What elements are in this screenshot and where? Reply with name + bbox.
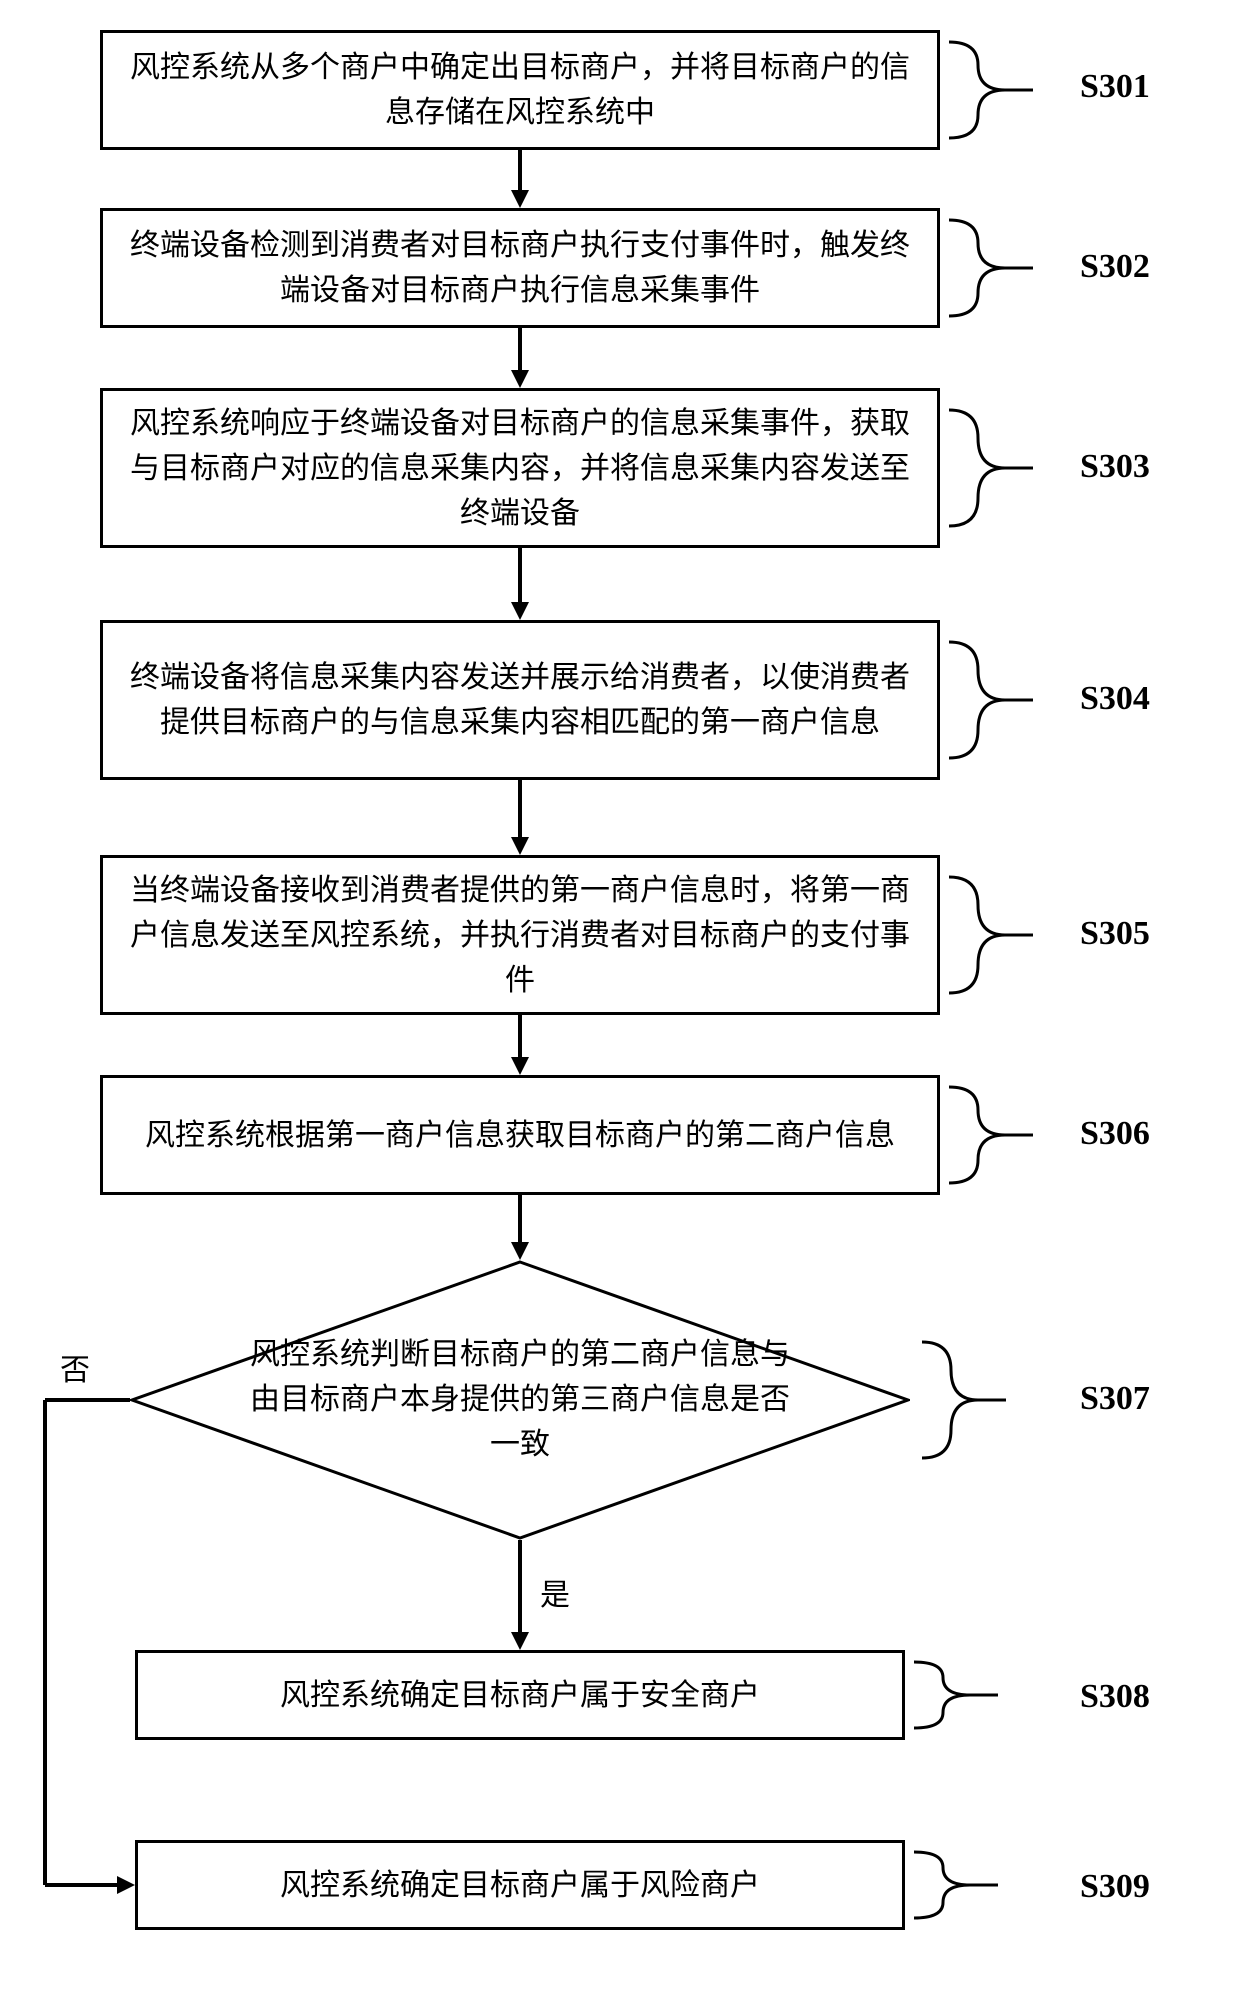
arrowhead-icon (511, 1242, 529, 1260)
step-label-s302: S302 (1080, 248, 1150, 286)
step-label-s306: S306 (1080, 1115, 1150, 1153)
flowchart-node-s301: 风控系统从多个商户中确定出目标商户，并将目标商户的信息存储在风控系统中 (100, 30, 940, 150)
flowchart-node-s306: 风控系统根据第一商户信息获取目标商户的第二商户信息 (100, 1075, 940, 1195)
step-label-s303: S303 (1080, 448, 1150, 486)
curly-brace-icon (945, 408, 1035, 528)
step-label-s309: S309 (1080, 1868, 1150, 1906)
arrowhead-icon (511, 1632, 529, 1650)
edge-line (518, 150, 522, 190)
curly-brace-icon (910, 1660, 1000, 1730)
curly-brace-icon (945, 640, 1035, 760)
edge-line (518, 1195, 522, 1242)
step-label-s305: S305 (1080, 915, 1150, 953)
node-text: 风控系统根据第一商户信息获取目标商户的第二商户信息 (145, 1113, 895, 1158)
edge-line (518, 780, 522, 837)
step-label-s304: S304 (1080, 680, 1150, 718)
node-text: 风控系统响应于终端设备对目标商户的信息采集事件，获取与目标商户对应的信息采集内容… (123, 401, 917, 536)
node-text: 风控系统确定目标商户属于风险商户 (280, 1863, 760, 1908)
curly-brace-icon (945, 875, 1035, 995)
edge-line (518, 1540, 522, 1632)
node-text: 终端设备检测到消费者对目标商户执行支付事件时，触发终端设备对目标商户执行信息采集… (123, 223, 917, 313)
flowchart-node-s302: 终端设备检测到消费者对目标商户执行支付事件时，触发终端设备对目标商户执行信息采集… (100, 208, 940, 328)
edge-line (43, 1400, 47, 1885)
node-text: 当终端设备接收到消费者提供的第一商户信息时，将第一商户信息发送至风控系统，并执行… (123, 868, 917, 1003)
flowchart-canvas: 风控系统从多个商户中确定出目标商户，并将目标商户的信息存储在风控系统中终端设备检… (0, 0, 1240, 1992)
branch-label-no: 否 (60, 1345, 90, 1389)
node-text: 终端设备将信息采集内容发送并展示给消费者，以使消费者提供目标商户的与信息采集内容… (123, 655, 917, 745)
edge-line (518, 1015, 522, 1057)
node-text: 风控系统确定目标商户属于安全商户 (280, 1673, 760, 1718)
arrowhead-icon (511, 1057, 529, 1075)
arrowhead-icon (117, 1876, 135, 1894)
flowchart-node-s308: 风控系统确定目标商户属于安全商户 (135, 1650, 905, 1740)
curly-brace-icon (918, 1340, 1008, 1460)
step-label-s301: S301 (1080, 68, 1150, 106)
node-text: 风控系统从多个商户中确定出目标商户，并将目标商户的信息存储在风控系统中 (123, 45, 917, 135)
arrowhead-icon (511, 190, 529, 208)
arrowhead-icon (511, 370, 529, 388)
flowchart-node-s305: 当终端设备接收到消费者提供的第一商户信息时，将第一商户信息发送至风控系统，并执行… (100, 855, 940, 1015)
curly-brace-icon (945, 40, 1035, 140)
edge-line (45, 1883, 117, 1887)
step-label-s308: S308 (1080, 1678, 1150, 1716)
flowchart-decision-s307: 风控系统判断目标商户的第二商户信息与由目标商户本身提供的第三商户信息是否一致 (130, 1260, 910, 1540)
flowchart-node-s303: 风控系统响应于终端设备对目标商户的信息采集事件，获取与目标商户对应的信息采集内容… (100, 388, 940, 548)
flowchart-node-s309: 风控系统确定目标商户属于风险商户 (135, 1840, 905, 1930)
curly-brace-icon (945, 1085, 1035, 1185)
branch-label-yes: 是 (540, 1570, 570, 1614)
edge-line (45, 1398, 130, 1402)
step-label-s307: S307 (1080, 1380, 1150, 1418)
edge-line (518, 548, 522, 602)
flowchart-node-s304: 终端设备将信息采集内容发送并展示给消费者，以使消费者提供目标商户的与信息采集内容… (100, 620, 940, 780)
arrowhead-icon (511, 602, 529, 620)
arrowhead-icon (511, 837, 529, 855)
curly-brace-icon (945, 218, 1035, 318)
curly-brace-icon (910, 1850, 1000, 1920)
node-text: 风控系统判断目标商户的第二商户信息与由目标商户本身提供的第三商户信息是否一致 (130, 1332, 910, 1467)
edge-line (518, 328, 522, 370)
